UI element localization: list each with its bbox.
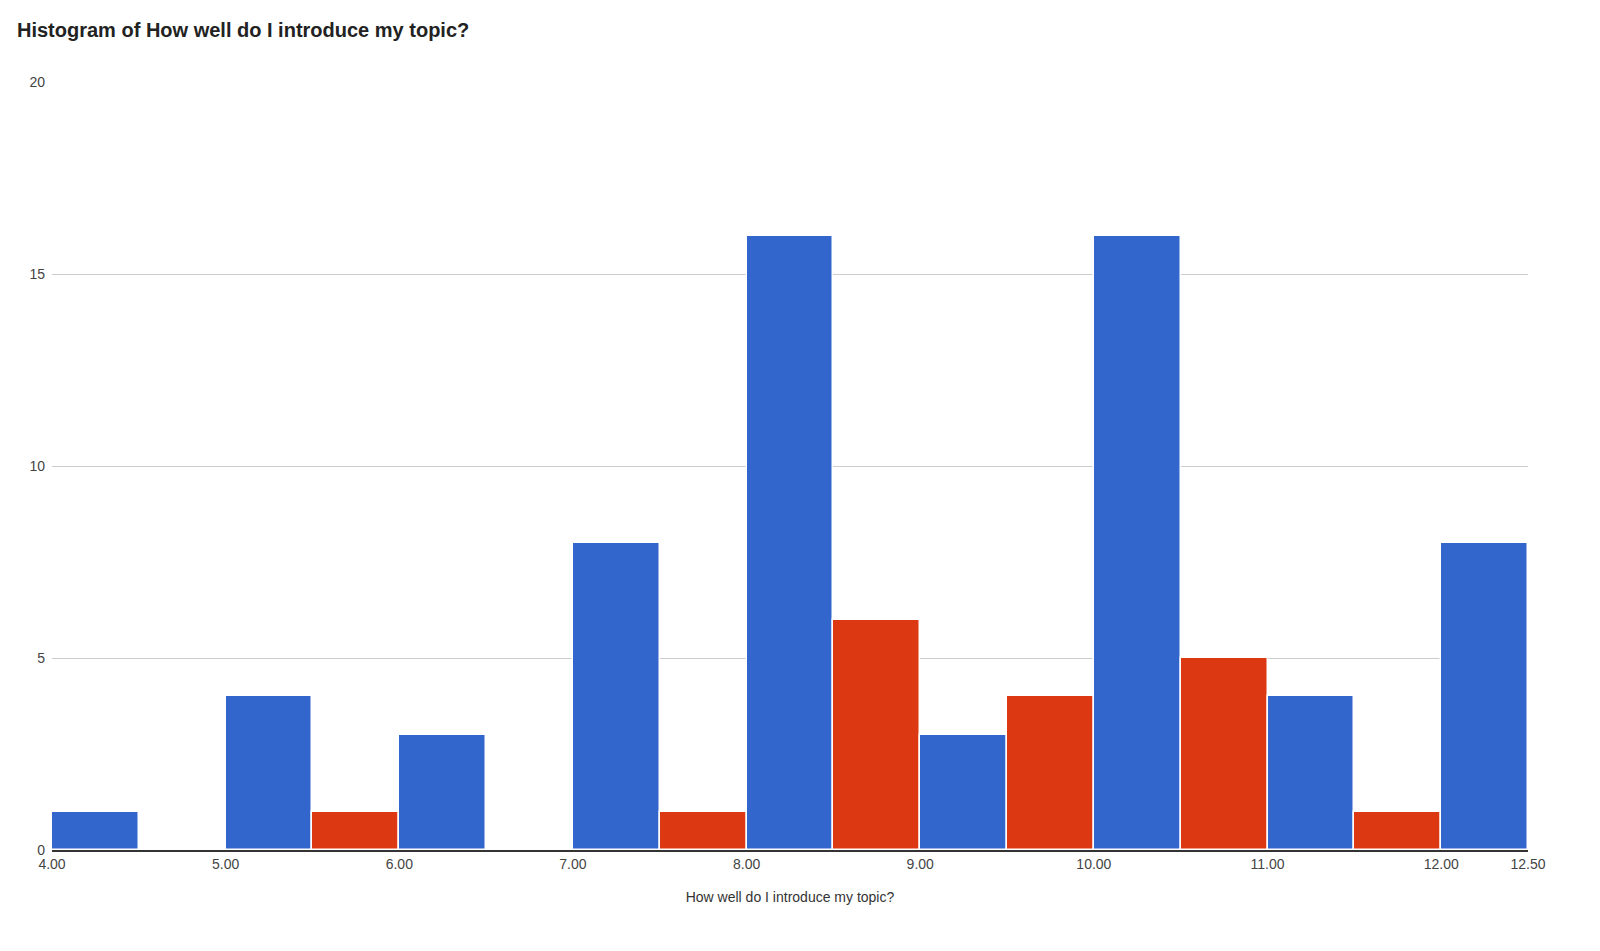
svg-text:10.00: 10.00 [1076,856,1111,872]
svg-text:Histogram of How well do I int: Histogram of How well do I introduce my … [17,19,469,41]
svg-text:6.00: 6.00 [386,856,413,872]
svg-text:9.00: 9.00 [907,856,934,872]
svg-text:12.50: 12.50 [1510,856,1545,872]
svg-text:How well do I introduce my top: How well do I introduce my topic? [686,889,895,905]
svg-text:5: 5 [37,650,45,666]
svg-text:7.00: 7.00 [559,856,586,872]
svg-text:10: 10 [29,458,45,474]
svg-text:8.00: 8.00 [733,856,760,872]
svg-text:20: 20 [29,74,45,90]
svg-text:11.00: 11.00 [1251,856,1285,872]
svg-text:0: 0 [37,842,45,858]
svg-text:4.00: 4.00 [38,856,65,872]
svg-text:15: 15 [29,266,45,282]
svg-text:12.00: 12.00 [1424,856,1459,872]
svg-text:5.00: 5.00 [212,856,239,872]
